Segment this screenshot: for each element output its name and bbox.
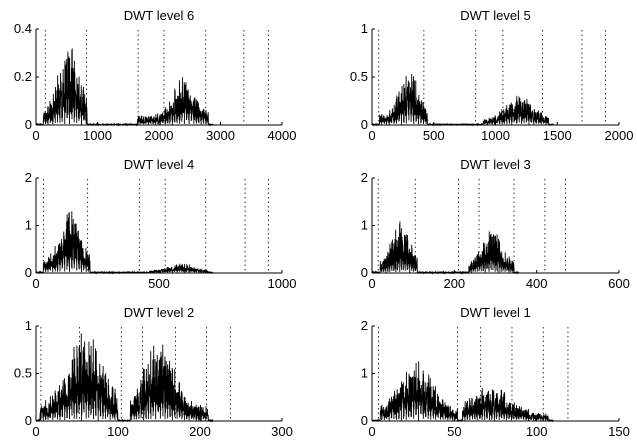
y-tick-label: 1 — [25, 218, 32, 233]
y-tick-label: 2 — [361, 318, 368, 333]
chart-panel-1: DWT level 6 0 1000 2000 3000 4000 0 0.2 0.4 — [14, 8, 297, 143]
chart-panel-2: DWT level 5 0 500 1000 1500 2000 0 0.5 1 — [350, 8, 634, 143]
x-tick-label: 0 — [32, 128, 39, 143]
y-tick-label: 0 — [25, 265, 32, 280]
series-line — [35, 211, 214, 275]
x-tick-label: 50 — [447, 424, 461, 439]
x-tick-label: 0 — [368, 128, 375, 143]
chart-panel-3: DWT level 4 0 500 1000 0 1 2 — [25, 157, 297, 291]
chart-title: DWT level 1 — [460, 305, 531, 320]
series-line — [35, 48, 214, 127]
y-tick-label: 0 — [361, 265, 368, 280]
x-tick-label: 150 — [608, 424, 630, 439]
x-tick-label: 300 — [271, 424, 293, 439]
x-tick-label: 100 — [526, 424, 548, 439]
y-tick-label: 1 — [361, 21, 368, 36]
x-tick-label: 600 — [608, 276, 630, 291]
x-tick-label: 1000 — [83, 128, 112, 143]
y-tick-label: 1 — [361, 218, 368, 233]
x-tick-label: 0 — [32, 424, 39, 439]
x-tick-label: 200 — [443, 276, 465, 291]
y-tick-label: 2 — [361, 170, 368, 185]
chart-panel-6: DWT level 1 0 50 100 150 0 1 2 — [361, 305, 630, 439]
series-line — [371, 73, 554, 127]
chart-title: DWT level 2 — [124, 305, 195, 320]
x-tick-label: 2000 — [605, 128, 634, 143]
y-tick-label: 0.4 — [14, 21, 32, 36]
y-tick-label: 0.2 — [14, 69, 32, 84]
chart-title: DWT level 6 — [124, 8, 195, 23]
series-line — [371, 361, 554, 423]
x-tick-label: 1000 — [481, 128, 510, 143]
x-tick-label: 0 — [368, 276, 375, 291]
x-tick-label: 0 — [32, 276, 39, 291]
chart-panel-5: DWT level 2 0 100 200 300 0 0.5 1 — [14, 305, 293, 439]
y-tick-label: 2 — [25, 170, 32, 185]
x-tick-label: 100 — [107, 424, 129, 439]
x-tick-label: 0 — [368, 424, 375, 439]
x-tick-label: 500 — [423, 128, 445, 143]
y-tick-label: 1 — [25, 318, 32, 333]
x-tick-label: 2000 — [145, 128, 174, 143]
x-tick-label: 1000 — [268, 276, 297, 291]
x-tick-label: 200 — [189, 424, 211, 439]
y-tick-label: 0 — [361, 413, 368, 428]
x-tick-label: 400 — [526, 276, 548, 291]
chart-title: DWT level 5 — [460, 8, 531, 23]
x-tick-label: 3000 — [206, 128, 235, 143]
x-tick-label: 4000 — [268, 128, 297, 143]
series-line — [35, 333, 214, 423]
y-tick-label: 0 — [25, 117, 32, 132]
chart-panel-4: DWT level 3 0 200 400 600 0 1 2 — [361, 157, 630, 291]
chart-title: DWT level 4 — [124, 157, 195, 172]
x-tick-label: 500 — [148, 276, 170, 291]
y-tick-label: 0 — [25, 413, 32, 428]
y-tick-label: 0.5 — [14, 366, 32, 381]
x-tick-label: 1500 — [543, 128, 572, 143]
chart-title: DWT level 3 — [460, 157, 531, 172]
y-tick-label: 0 — [361, 117, 368, 132]
y-tick-label: 1 — [361, 366, 368, 381]
y-tick-label: 0.5 — [350, 69, 368, 84]
series-line — [371, 221, 520, 275]
